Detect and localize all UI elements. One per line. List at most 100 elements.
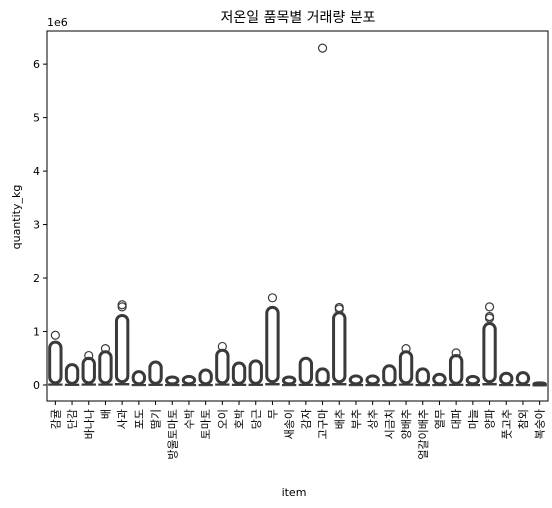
x-tick-label: 배 — [99, 409, 112, 419]
box-group — [398, 344, 414, 386]
outlier-cluster — [432, 372, 447, 386]
outlier-cluster — [231, 361, 247, 385]
box-group — [281, 375, 297, 387]
x-tick-label: 사과 — [116, 409, 129, 429]
outlier-cluster — [298, 356, 314, 385]
box-group — [265, 293, 280, 386]
outlier-cluster — [148, 360, 163, 385]
box-group — [515, 371, 531, 387]
outlier-cluster — [114, 313, 130, 384]
outlier-cluster — [465, 374, 481, 386]
chart-title: 저온일 품목별 거래량 분포 — [220, 10, 375, 26]
box-group — [131, 370, 147, 387]
outlier-cluster — [415, 367, 430, 386]
x-tick-label: 양배추 — [400, 409, 413, 439]
x-tick-label: 수박 — [183, 409, 196, 429]
box-group — [148, 360, 163, 386]
x-tick-label: 새송이 — [283, 409, 296, 439]
box-group — [98, 344, 113, 386]
y-tick-label: 4 — [33, 165, 40, 178]
x-tick-label: 토마토 — [200, 409, 213, 439]
x-tick-label: 감귤 — [49, 409, 62, 429]
x-axis-label: item — [282, 486, 307, 499]
outlier-cluster — [48, 340, 63, 385]
x-tick-label: 복숭아 — [534, 409, 547, 439]
outlier-point — [84, 350, 94, 361]
y-tick-label: 2 — [33, 272, 40, 285]
x-tick-label: 풋고추 — [500, 409, 513, 439]
x-tick-label: 부추 — [350, 409, 363, 429]
x-tick-label: 무 — [266, 409, 279, 419]
x-tick-label: 고구마 — [317, 409, 330, 439]
x-tick-label: 단감 — [66, 409, 79, 429]
outlier-cluster — [81, 356, 96, 385]
outlier-point — [484, 302, 495, 312]
plot-frame — [46, 30, 549, 402]
outlier-cluster — [248, 359, 263, 385]
box-group — [499, 371, 514, 387]
box-group — [315, 43, 330, 387]
x-tick-label: 오이 — [216, 409, 229, 429]
x-tick-label: 마늘 — [467, 409, 480, 429]
x-tick-label: 참외 — [517, 409, 530, 429]
x-tick-label: 감자 — [300, 409, 313, 429]
outlier-point — [451, 348, 461, 358]
x-tick-label: 양파 — [484, 409, 497, 429]
outlier-point — [401, 344, 411, 354]
outlier-cluster — [265, 305, 280, 384]
outlier-point — [217, 341, 227, 352]
x-tick-label: 대파 — [450, 409, 463, 429]
x-tick-label: 바나나 — [83, 409, 96, 439]
y-tick-label: 5 — [33, 112, 40, 125]
box-group — [165, 375, 180, 387]
y-tick-label: 6 — [33, 58, 40, 71]
box-group — [332, 302, 347, 386]
outlier-point — [334, 302, 344, 313]
plot-marks — [48, 43, 547, 387]
outlier-cluster — [198, 368, 213, 386]
x-tick-label: 딸기 — [150, 409, 163, 429]
x-tick-label: 호박 — [233, 409, 246, 429]
box-group — [64, 363, 80, 386]
box-group — [231, 361, 247, 386]
outlier-cluster — [515, 371, 531, 386]
outlier-point — [484, 311, 495, 322]
x-tick-label: 시금치 — [383, 409, 396, 439]
box-group — [181, 374, 197, 387]
box-group — [482, 302, 497, 386]
box-group — [365, 374, 380, 387]
box-group — [432, 372, 447, 387]
box-group — [348, 374, 364, 387]
box-group — [215, 341, 230, 386]
box-group — [532, 381, 547, 387]
outlier-cluster — [482, 321, 497, 384]
outlier-cluster — [165, 375, 180, 386]
box-group — [114, 300, 130, 386]
box-group — [48, 330, 63, 386]
box-group — [465, 374, 481, 387]
outlier-cluster — [131, 370, 147, 386]
outlier-cluster — [398, 350, 414, 385]
outlier-cluster — [382, 364, 397, 386]
outlier-point — [117, 300, 127, 310]
outlier-point — [50, 330, 60, 340]
outlier-cluster — [348, 374, 364, 386]
y-tick-label: 0 — [33, 379, 40, 392]
box-group — [198, 368, 213, 387]
outlier-cluster — [64, 363, 80, 385]
outlier-cluster — [365, 374, 380, 386]
outlier-cluster — [98, 350, 113, 385]
x-tick-label: 열무 — [433, 409, 446, 429]
x-tick-label: 방울토마토 — [166, 409, 179, 460]
x-tick-label: 얼갈이배추 — [416, 409, 430, 460]
y-axis-label: quantity_kg — [10, 185, 23, 250]
y-scale-label: 1e6 — [47, 16, 68, 29]
outlier-cluster — [181, 374, 197, 386]
box-group — [448, 348, 464, 386]
x-axis-ticks: 감귤 단감 바나나 배 사과 포도 딸기 방울토마토 수박 토마토 오이 호박 당근 무 새송이 감자 고구마 배… — [49, 401, 547, 460]
box-group — [298, 356, 314, 386]
box-group — [81, 350, 96, 386]
y-tick-label: 3 — [33, 219, 40, 232]
outlier-point — [267, 293, 278, 303]
